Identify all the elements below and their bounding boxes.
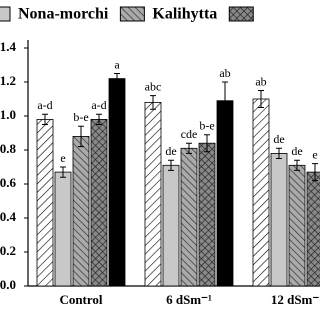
legend-swatch bbox=[228, 6, 254, 22]
bar bbox=[198, 142, 216, 287]
error-bar bbox=[222, 81, 228, 120]
error-bar bbox=[150, 95, 156, 110]
value-label: de bbox=[291, 144, 302, 158]
value-label: a-d bbox=[37, 98, 52, 112]
bar bbox=[108, 78, 126, 287]
error-bar bbox=[96, 113, 102, 125]
y-tick-label: 1.0 bbox=[0, 107, 16, 122]
legend-swatch bbox=[119, 6, 145, 22]
value-label: ab bbox=[219, 66, 230, 80]
error-bar bbox=[294, 159, 300, 171]
error-bar bbox=[168, 159, 174, 171]
bar bbox=[288, 164, 306, 287]
bar bbox=[72, 135, 90, 287]
bar bbox=[216, 100, 234, 287]
y-tick-label: 0.6 bbox=[0, 175, 17, 190]
error-bar bbox=[258, 90, 264, 108]
value-label: de bbox=[165, 144, 176, 158]
bar bbox=[162, 164, 180, 287]
value-label: b-e bbox=[73, 110, 88, 124]
legend-label: Nona-morchi bbox=[18, 6, 109, 23]
error-bar bbox=[78, 125, 84, 148]
bar bbox=[270, 152, 288, 287]
bar bbox=[144, 102, 162, 287]
y-tick-label: 1.2 bbox=[0, 73, 16, 88]
error-bar bbox=[186, 142, 192, 154]
y-tick-label: 1.4 bbox=[0, 39, 17, 54]
error-bar bbox=[60, 166, 66, 178]
error-bar bbox=[114, 73, 120, 85]
value-label: a bbox=[114, 57, 120, 71]
value-label: b-e bbox=[199, 118, 214, 132]
x-tick-label: 6 dSm⁻¹ bbox=[166, 292, 212, 307]
value-label: e bbox=[312, 147, 317, 161]
bar bbox=[90, 119, 108, 287]
error-bar bbox=[42, 113, 48, 125]
value-label: a-d bbox=[91, 98, 106, 112]
value-label: abc bbox=[145, 79, 162, 93]
value-label: e bbox=[60, 151, 65, 165]
y-tick-label: 0.0 bbox=[0, 277, 16, 292]
x-tick-label: 12 dSm⁻¹ bbox=[271, 292, 320, 307]
value-label: de bbox=[273, 132, 284, 146]
y-tick-label: 0.4 bbox=[0, 209, 17, 224]
bar bbox=[36, 119, 54, 287]
value-label: ab bbox=[255, 74, 266, 88]
x-tick-label: Control bbox=[59, 292, 102, 307]
bar bbox=[252, 98, 270, 287]
legend-label: Kalihytta bbox=[152, 6, 217, 23]
bar bbox=[54, 171, 72, 287]
bar bbox=[180, 147, 198, 287]
y-tick-label: 0.2 bbox=[0, 243, 16, 258]
error-bar bbox=[204, 134, 210, 153]
bar bbox=[306, 171, 320, 287]
y-tick-label: 0.8 bbox=[0, 141, 17, 156]
error-bar bbox=[312, 163, 318, 182]
value-label: cde bbox=[181, 127, 198, 141]
legend-swatch bbox=[0, 6, 11, 22]
error-bar bbox=[276, 147, 282, 159]
